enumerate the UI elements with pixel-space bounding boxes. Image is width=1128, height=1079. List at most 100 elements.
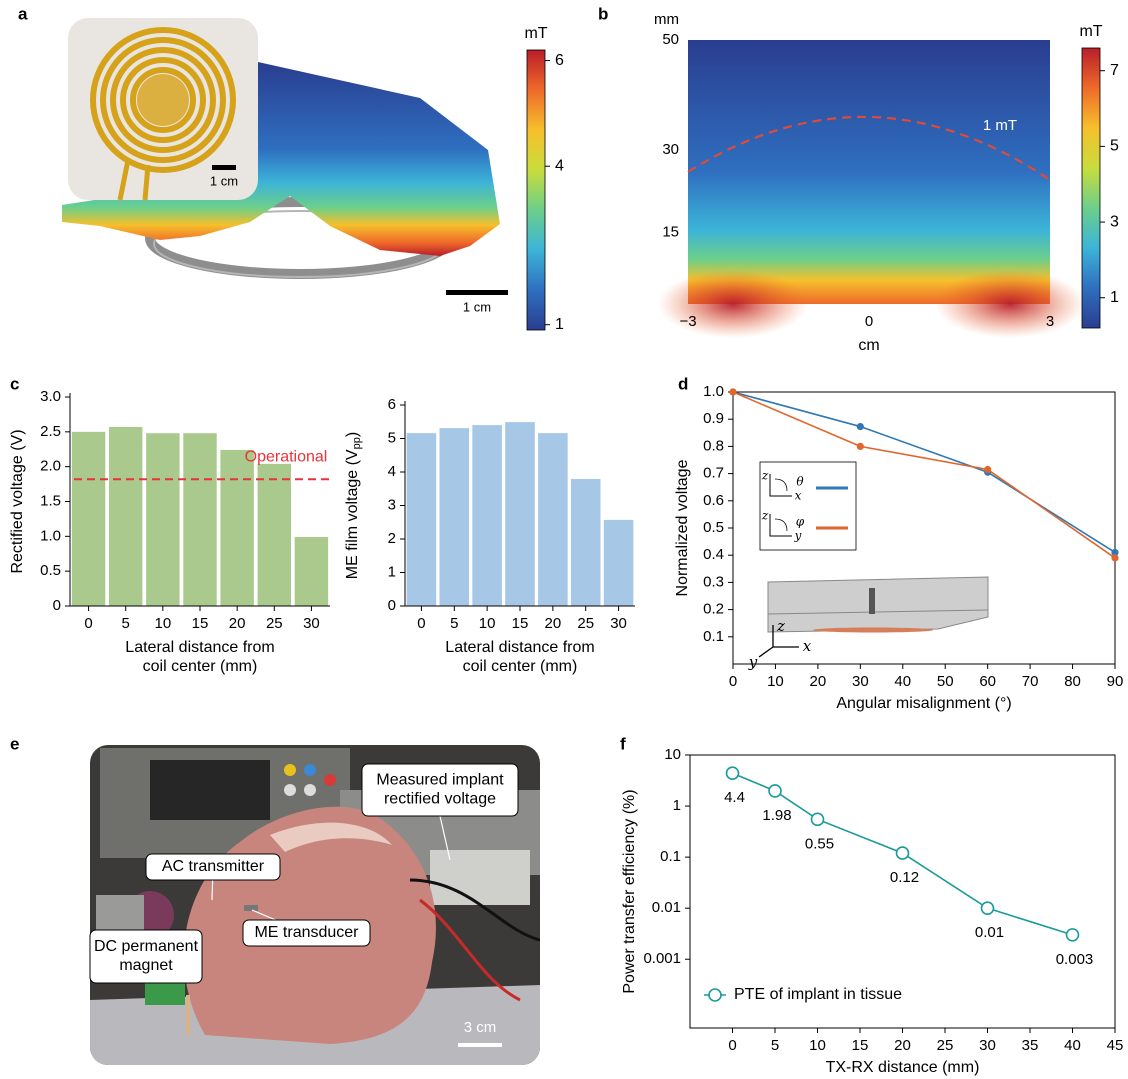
callout-text: AC transmitter: [162, 858, 265, 875]
legend-label: PTE of implant in tissue: [734, 986, 902, 1003]
colorbar-tick-label: 7: [1110, 62, 1119, 79]
value-label: 0.003: [1056, 951, 1094, 968]
schematic-axis-label: x: [803, 637, 812, 655]
y-tick-label: 0: [53, 597, 61, 614]
x-tick-label: 40: [894, 673, 911, 690]
bar: [109, 427, 142, 606]
y-label-part: ME film voltage (V: [344, 449, 361, 579]
x-tick-label: 5: [122, 615, 130, 632]
x-tick-label: 0: [728, 1037, 736, 1054]
schematic-axis-label: y: [748, 653, 758, 671]
bar: [146, 433, 179, 606]
x-tick-label: 25: [266, 615, 283, 632]
callout-text: Measured implant: [376, 772, 504, 789]
scale-bar: [458, 1043, 502, 1047]
y-tick-label: 0.5: [40, 562, 61, 579]
y-tick-label: 15: [662, 223, 679, 240]
marker: [727, 767, 739, 779]
y-tick-label: 2.5: [40, 423, 61, 440]
bar: [258, 464, 291, 606]
marker: [858, 444, 864, 450]
reference-label: Operational: [245, 448, 328, 465]
marker: [1112, 555, 1118, 561]
scale-bar-label: 3 cm: [464, 1019, 497, 1036]
coil-photo: [137, 74, 189, 126]
callout-text: magnet: [119, 957, 173, 974]
y-tick-label: 2.0: [40, 458, 61, 475]
x-tick-label: 20: [545, 615, 562, 632]
value-label: 4.4: [724, 789, 745, 806]
bar: [183, 433, 216, 606]
y-tick-label: 0.5: [703, 519, 724, 536]
scale-bar-label: 1 cm: [210, 173, 238, 188]
marker: [982, 902, 994, 914]
bar: [72, 432, 105, 606]
x-tick-label: 35: [1022, 1037, 1039, 1054]
x-tick-label: 70: [1022, 673, 1039, 690]
oscilloscope-screen: [150, 760, 270, 820]
scale-bar: [212, 165, 236, 170]
callout-text: rectified voltage: [384, 791, 496, 808]
colorbar: [527, 50, 545, 330]
coil-lead: [145, 165, 148, 200]
y-axis-label: ME film voltage (Vpp): [344, 432, 363, 579]
schematic-coil: [813, 628, 933, 633]
x-tick-label: 20: [229, 615, 246, 632]
knob: [304, 784, 316, 796]
schematic-axis-label: z: [776, 617, 785, 635]
x-axis-label: coil center (mm): [143, 658, 258, 675]
legend-label: φ: [796, 515, 805, 529]
y-tick-label: 3.0: [40, 388, 61, 405]
x-tick-label: 10: [155, 615, 172, 632]
y-tick-label: 0.8: [703, 437, 724, 454]
y-tick-label: 0.4: [703, 546, 724, 563]
schematic-box: [768, 577, 988, 632]
x-tick-label: 15: [852, 1037, 869, 1054]
bar: [604, 520, 634, 606]
bar: [407, 433, 437, 606]
x-tick-label: 0: [865, 313, 873, 330]
legend-label: θ: [796, 475, 804, 489]
value-label: 0.12: [890, 869, 919, 886]
y-axis-label: mm: [654, 11, 679, 28]
bar: [538, 433, 568, 606]
legend-box: [760, 462, 856, 550]
x-tick-label: 90: [1107, 673, 1124, 690]
colorbar-tick-label: 1: [1110, 289, 1119, 306]
callout-text: ME transducer: [254, 924, 359, 941]
panel-label: a: [18, 4, 28, 23]
legend-axis-label: z: [761, 509, 769, 523]
x-tick-label: 3: [1046, 313, 1054, 330]
contour-label: 1 mT: [983, 117, 1017, 134]
colorbar-tick-label: 1: [555, 316, 564, 333]
legend-axis-label: z: [761, 469, 769, 483]
x-tick-label: 15: [192, 615, 209, 632]
x-axis-label: Lateral distance from: [445, 639, 594, 656]
instrument-panel: [430, 850, 530, 905]
y-tick-label: 5: [388, 429, 396, 446]
y-tick-label: 1: [388, 563, 396, 580]
bar: [295, 537, 328, 606]
x-axis-label: Lateral distance from: [125, 639, 274, 656]
value-label: 1.98: [762, 807, 791, 824]
colorbar-tick-label: 6: [555, 52, 564, 69]
x-tick-label: 25: [937, 1037, 954, 1054]
bar: [505, 422, 535, 606]
x-tick-label: 60: [979, 673, 996, 690]
colorbar: [1082, 48, 1100, 328]
transducer: [244, 905, 258, 911]
y-tick-label: 50: [662, 31, 679, 48]
y-tick-label: 6: [388, 396, 396, 413]
colorbar-label: mT: [1079, 23, 1102, 40]
x-tick-label: 10: [809, 1037, 826, 1054]
x-tick-label: 40: [1064, 1037, 1081, 1054]
panel-label: e: [10, 734, 19, 753]
y-tick-label: 0.1: [703, 628, 724, 645]
panel-label: f: [620, 734, 626, 753]
y-tick-label: 10: [664, 746, 681, 763]
panel-label: d: [678, 374, 688, 393]
panel-label: b: [598, 4, 608, 23]
legend-axis-label: y: [794, 529, 802, 543]
colorbar-tick-label: 3: [1110, 213, 1119, 230]
marker: [769, 785, 781, 797]
